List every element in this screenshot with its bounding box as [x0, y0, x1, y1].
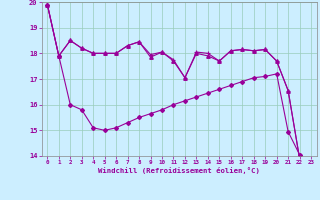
X-axis label: Windchill (Refroidissement éolien,°C): Windchill (Refroidissement éolien,°C) — [98, 167, 260, 174]
